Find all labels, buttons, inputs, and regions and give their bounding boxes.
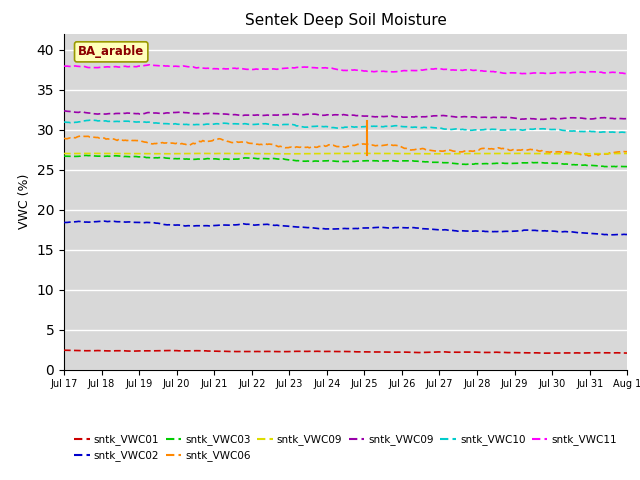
- Legend: sntk_VWC01, sntk_VWC02, sntk_VWC03, sntk_VWC06, sntk_VWC09, sntk_VWC09, sntk_VWC: sntk_VWC01, sntk_VWC02, sntk_VWC03, sntk…: [70, 430, 621, 466]
- Title: Sentek Deep Soil Moisture: Sentek Deep Soil Moisture: [244, 13, 447, 28]
- Text: BA_arable: BA_arable: [78, 45, 145, 59]
- Y-axis label: VWC (%): VWC (%): [18, 174, 31, 229]
